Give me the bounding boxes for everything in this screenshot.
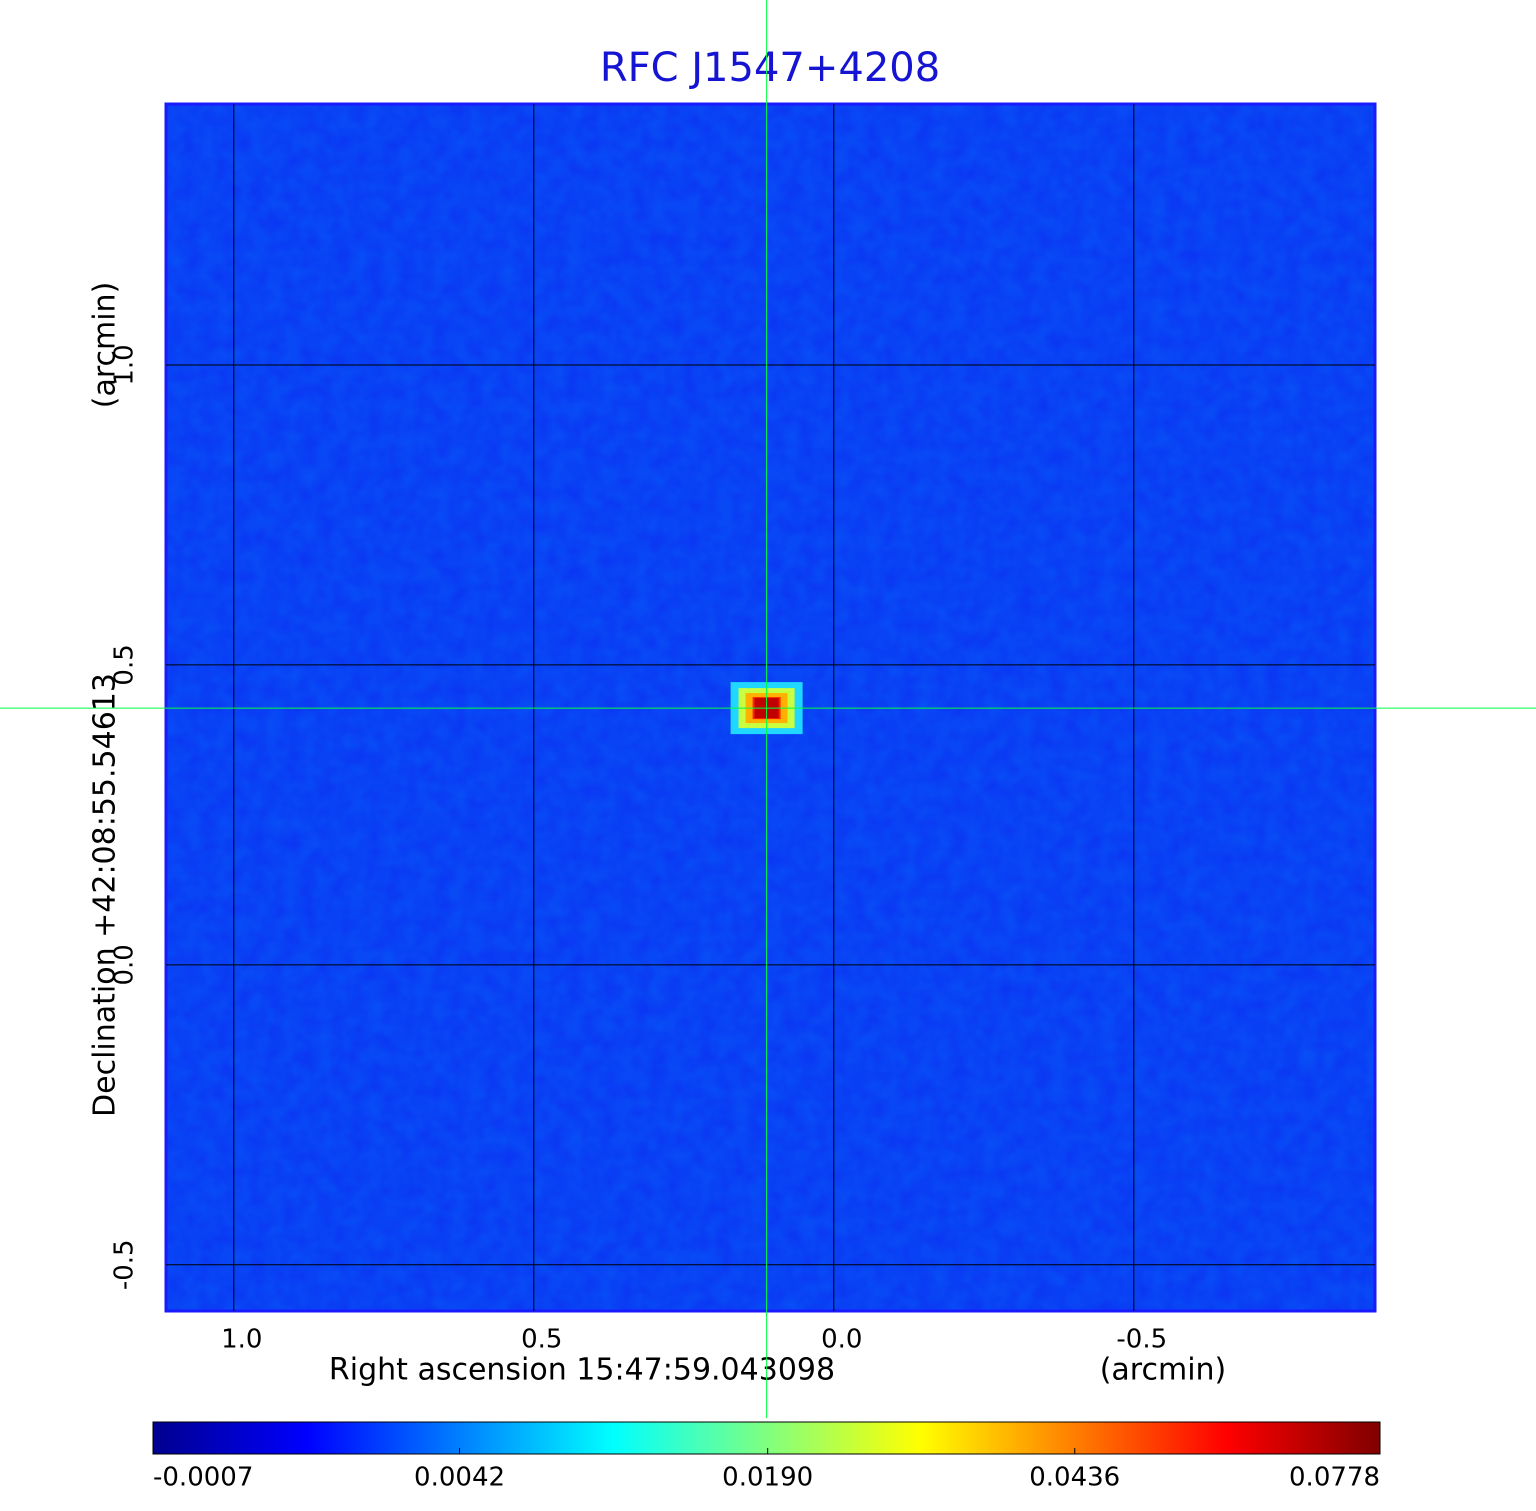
x-tick-label: 1.0: [221, 1325, 262, 1355]
x-axis-label: Right ascension 15:47:59.043098: [329, 1353, 835, 1388]
y-tick-label: 0.0: [110, 944, 140, 985]
y-axis-unit: (arcmin): [88, 282, 123, 409]
y-tick-label: 0.5: [110, 644, 140, 685]
colorbar-tick-label: -0.0007: [153, 1463, 253, 1493]
colorbar: [152, 1421, 1381, 1455]
x-tick-label: -0.5: [1116, 1325, 1167, 1355]
y-tick-label: 1.0: [110, 344, 140, 385]
y-axis-label: Declination +42:08:55.54613: [88, 673, 123, 1117]
x-axis-unit: (arcmin): [1100, 1353, 1227, 1388]
chart-title: RFC J1547+4208: [600, 45, 940, 91]
colorbar-tick-label: 0.0436: [1029, 1463, 1120, 1493]
colorbar-tick-label: 0.0190: [722, 1463, 813, 1493]
y-tick-label: -0.5: [110, 1239, 140, 1290]
x-tick-label: 0.0: [821, 1325, 862, 1355]
plot-frame: [164, 102, 1377, 1313]
x-tick-label: 0.5: [521, 1325, 562, 1355]
colorbar-tick-label: 0.0778: [1289, 1463, 1380, 1493]
colorbar-tick-label: 0.0042: [414, 1463, 505, 1493]
